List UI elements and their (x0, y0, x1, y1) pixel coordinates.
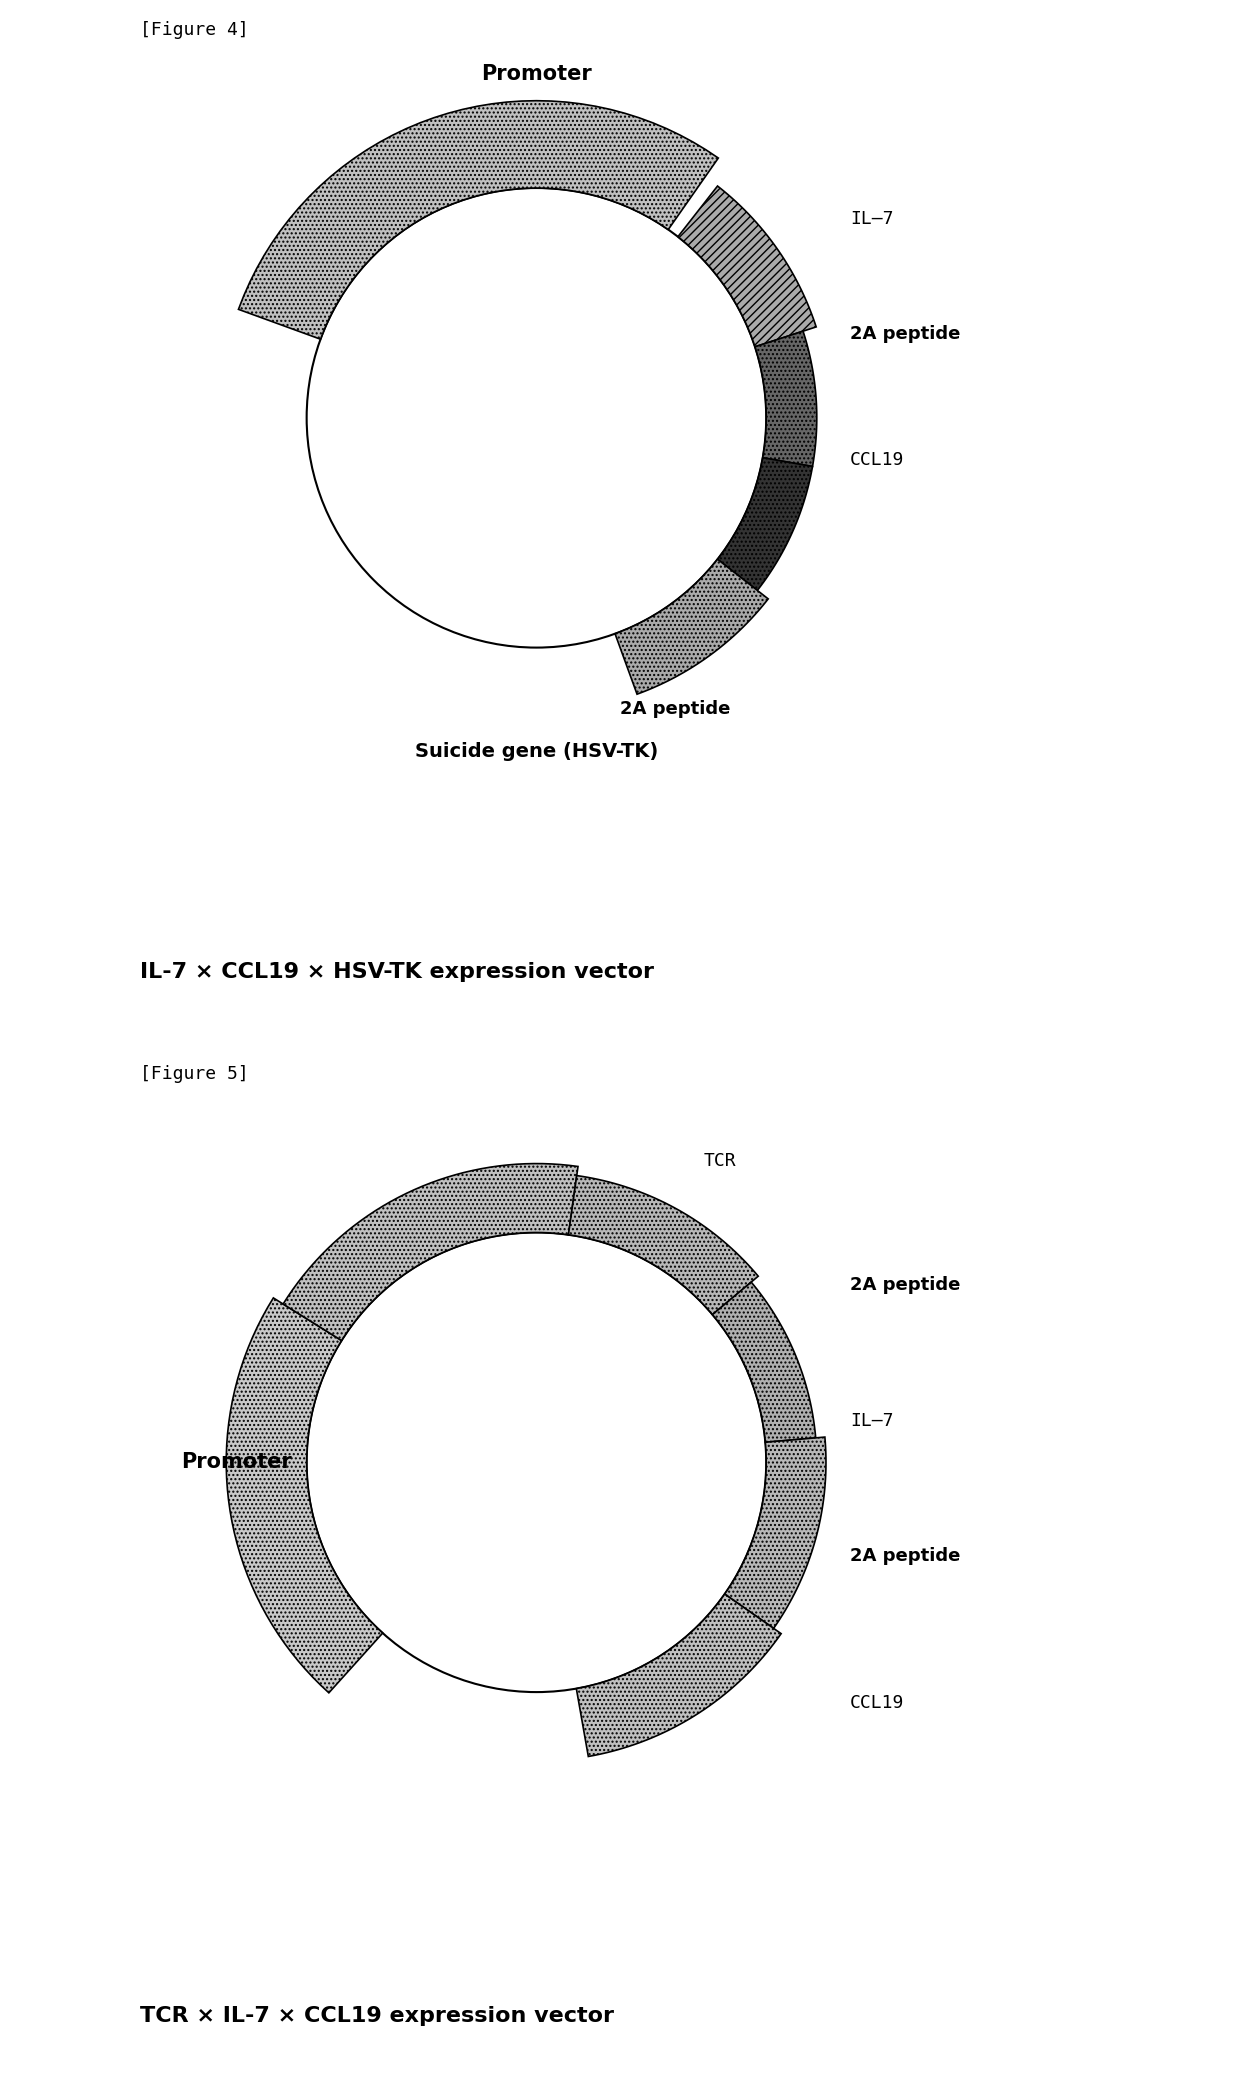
Polygon shape (718, 457, 812, 591)
Polygon shape (724, 1437, 826, 1627)
Text: CCL19: CCL19 (849, 451, 904, 468)
Text: 2A peptide: 2A peptide (849, 1276, 960, 1293)
Polygon shape (755, 332, 817, 466)
Text: IL-7 × CCL19 × HSV-TK expression vector: IL-7 × CCL19 × HSV-TK expression vector (140, 961, 653, 982)
Text: TCR: TCR (703, 1151, 737, 1170)
Polygon shape (238, 100, 718, 338)
Polygon shape (568, 1176, 758, 1314)
Text: IL—7: IL—7 (849, 1412, 893, 1429)
Text: CCL19: CCL19 (849, 1694, 904, 1711)
Text: 2A peptide: 2A peptide (849, 326, 960, 343)
Polygon shape (577, 1594, 781, 1757)
Text: Suicide gene (HSV-TK): Suicide gene (HSV-TK) (415, 742, 658, 760)
Polygon shape (283, 1164, 578, 1341)
Polygon shape (678, 186, 816, 347)
Text: [Figure 5]: [Figure 5] (140, 1065, 248, 1084)
Text: 2A peptide: 2A peptide (620, 700, 730, 719)
Text: Promoter: Promoter (181, 1452, 293, 1473)
Text: [Figure 4]: [Figure 4] (140, 21, 248, 40)
Polygon shape (615, 560, 769, 694)
Polygon shape (226, 1297, 383, 1692)
Text: Promoter: Promoter (481, 63, 591, 84)
Text: 2A peptide: 2A peptide (849, 1548, 960, 1565)
Text: IL–7: IL–7 (849, 211, 893, 228)
Text: TCR × IL-7 × CCL19 expression vector: TCR × IL-7 × CCL19 expression vector (140, 2005, 614, 2026)
Polygon shape (713, 1283, 816, 1441)
